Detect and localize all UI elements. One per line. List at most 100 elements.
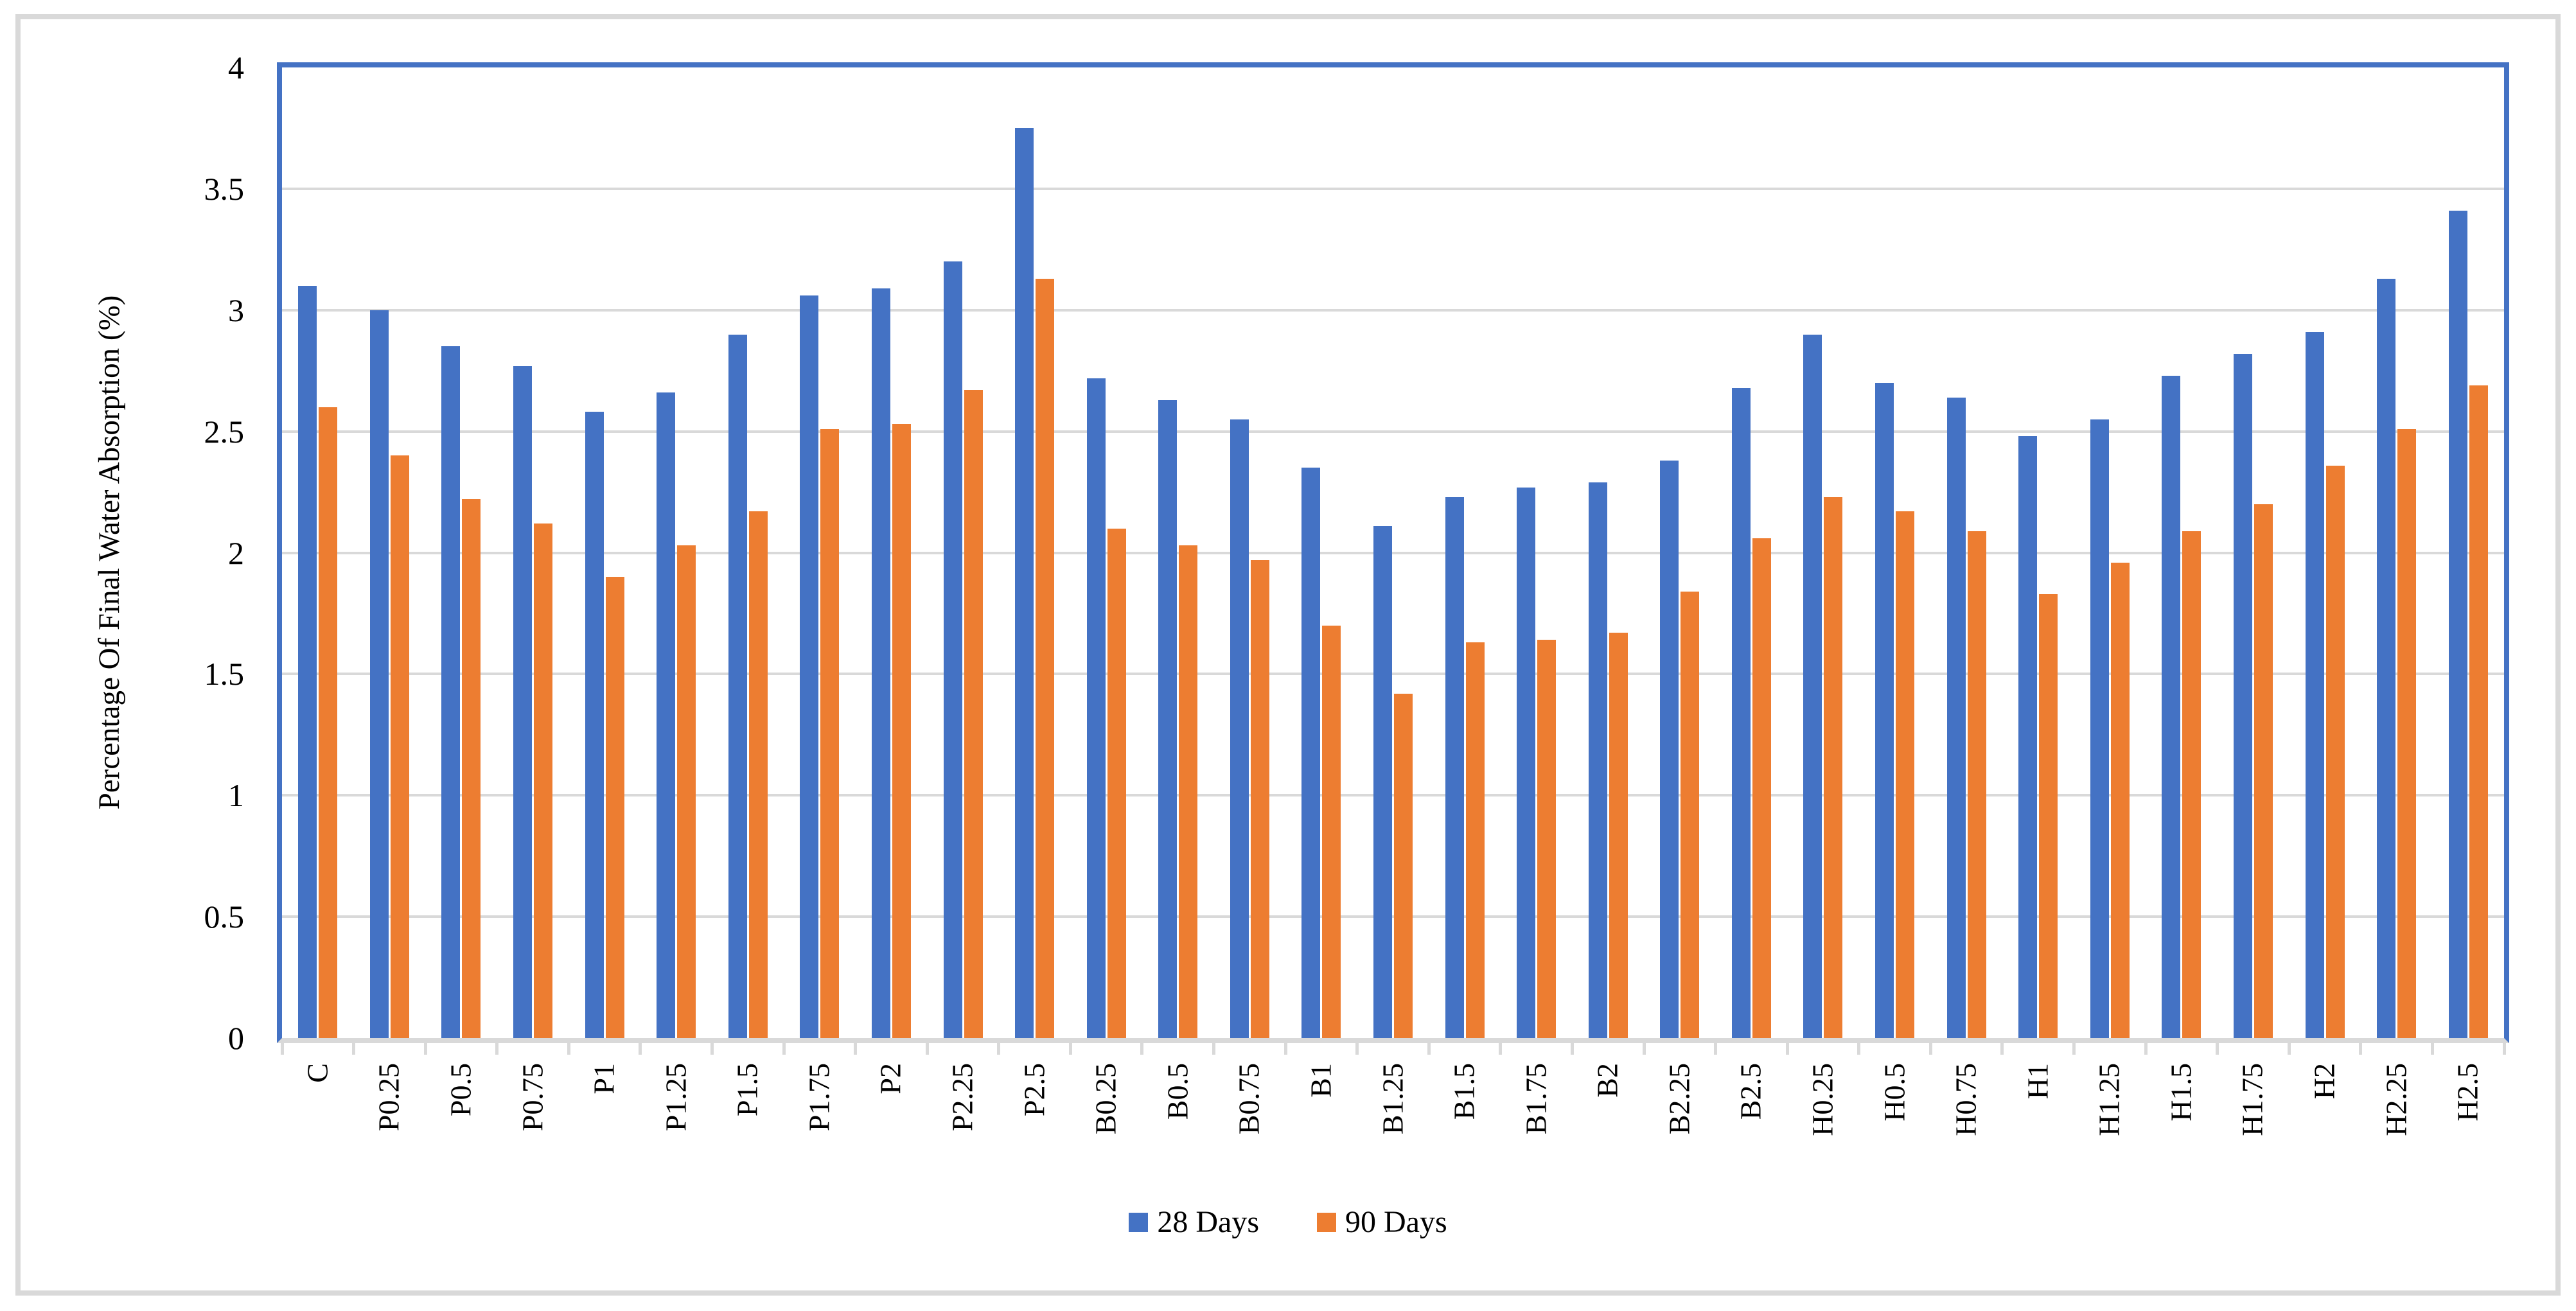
x-axis-tick xyxy=(423,1043,427,1055)
bar-28-days xyxy=(657,392,676,1038)
bar-90-days xyxy=(319,407,338,1038)
x-axis-tick xyxy=(639,1043,642,1055)
x-axis-tick xyxy=(854,1043,858,1055)
y-axis-tick-label: 0.5 xyxy=(204,899,245,935)
x-axis-tick-label: P2.5 xyxy=(1018,1063,1051,1117)
bar-28-days xyxy=(2162,375,2181,1038)
x-axis-tick-label: H0.25 xyxy=(1806,1063,1839,1136)
y-axis-tick-label: 2 xyxy=(228,534,244,571)
bar-28-days xyxy=(1588,482,1607,1038)
x-axis-tick-label: P1.5 xyxy=(730,1063,764,1117)
x-axis-tick-label: B1.5 xyxy=(1447,1063,1481,1120)
x-axis-tick-label: P1.25 xyxy=(659,1063,693,1132)
bar-28-days xyxy=(513,365,533,1038)
x-axis-tick xyxy=(2072,1043,2076,1055)
bar-28-days xyxy=(1803,334,1822,1038)
bar-28-days xyxy=(1946,397,1966,1038)
x-axis-tick-label: B0.75 xyxy=(1232,1063,1266,1135)
x-axis-tick xyxy=(710,1043,714,1055)
bar-90-days xyxy=(1322,625,1341,1038)
bar-28-days xyxy=(1445,497,1464,1038)
x-axis-tick xyxy=(352,1043,356,1055)
x-axis-tick-label: B1 xyxy=(1304,1063,1337,1098)
chart-outer-frame xyxy=(15,14,2561,1296)
bar-90-days xyxy=(677,545,696,1038)
bar-90-days xyxy=(2469,385,2488,1038)
x-axis-tick xyxy=(2144,1043,2148,1055)
bar-28-days xyxy=(1660,460,1679,1038)
y-axis-tick-label: 1 xyxy=(228,777,244,814)
x-axis-tick-label: H2.5 xyxy=(2451,1063,2484,1122)
x-axis-tick-label: H1.75 xyxy=(2236,1063,2270,1136)
bar-90-days xyxy=(1609,633,1628,1038)
plot-area xyxy=(277,62,2509,1043)
x-axis-tick xyxy=(2359,1043,2363,1055)
legend-item-28-days: 28 Days xyxy=(1129,1207,1259,1238)
x-axis-tick xyxy=(2502,1043,2506,1055)
bar-28-days xyxy=(2305,331,2324,1038)
bar-28-days xyxy=(943,261,962,1038)
x-axis-tick-label: P1.75 xyxy=(802,1063,836,1132)
x-axis-tick-label: B1.25 xyxy=(1376,1063,1409,1135)
x-axis-tick xyxy=(1642,1043,1646,1055)
bar-90-days xyxy=(1107,528,1126,1038)
bar-90-days xyxy=(892,424,911,1038)
bar-90-days xyxy=(1967,531,1986,1038)
x-axis-tick-label: P0.5 xyxy=(444,1063,477,1117)
x-axis-tick-label: H1.5 xyxy=(2164,1063,2198,1122)
bar-28-days xyxy=(2018,436,2038,1038)
x-axis-tick xyxy=(2287,1043,2291,1055)
x-axis-tick xyxy=(782,1043,786,1055)
bar-28-days xyxy=(369,310,389,1038)
bar-90-days xyxy=(748,511,768,1038)
gridline xyxy=(282,794,2504,797)
x-axis-tick xyxy=(2216,1043,2219,1055)
x-axis-tick-label: P0.75 xyxy=(516,1063,549,1132)
bar-28-days xyxy=(441,346,461,1038)
bar-90-days xyxy=(2182,531,2201,1038)
x-axis-tick-label: H2.25 xyxy=(2379,1063,2413,1136)
x-axis-tick-label: P2 xyxy=(874,1063,907,1095)
bar-90-days xyxy=(2039,594,2058,1038)
bar-28-days xyxy=(1731,387,1751,1038)
bar-90-days xyxy=(2254,504,2273,1038)
x-axis-tick xyxy=(1928,1043,1932,1055)
x-axis-tick-label: B2.25 xyxy=(1663,1063,1696,1135)
bar-90-days xyxy=(1179,545,1198,1038)
x-axis-tick xyxy=(1140,1043,1144,1055)
bar-90-days xyxy=(1036,278,1055,1038)
x-axis-tick-label: C xyxy=(301,1063,334,1083)
bar-90-days xyxy=(1824,497,1843,1038)
x-axis-tick xyxy=(997,1043,1001,1055)
bar-90-days xyxy=(2325,465,2345,1038)
x-axis-tick-label: P1 xyxy=(587,1063,621,1095)
x-axis-tick xyxy=(1355,1043,1359,1055)
bar-90-days xyxy=(2397,428,2417,1038)
bar-28-days xyxy=(298,285,317,1038)
bar-90-days xyxy=(1250,559,1269,1038)
bar-90-days xyxy=(1394,693,1413,1038)
bar-28-days xyxy=(1373,525,1392,1038)
legend: 28 Days 90 Days xyxy=(0,1200,2576,1245)
x-axis-tick xyxy=(2430,1043,2434,1055)
x-axis-tick-label: B1.75 xyxy=(1519,1063,1553,1135)
x-axis-tick-label: P2.25 xyxy=(946,1063,979,1132)
y-axis-tick-label: 4 xyxy=(228,49,244,85)
y-axis-tick-label: 1.5 xyxy=(204,656,245,692)
bar-90-days xyxy=(964,390,983,1038)
legend-item-90-days: 90 Days xyxy=(1317,1207,1447,1238)
x-axis-tick xyxy=(1212,1043,1216,1055)
bar-28-days xyxy=(2377,278,2396,1038)
y-axis-tick-label: 3 xyxy=(228,292,244,328)
bar-90-days xyxy=(605,577,624,1038)
x-axis-tick-label: B2.5 xyxy=(1734,1063,1767,1120)
x-axis-tick xyxy=(1068,1043,1072,1055)
bar-90-days xyxy=(1465,642,1485,1038)
legend-label-90-days: 90 Days xyxy=(1345,1205,1447,1239)
gridline xyxy=(282,308,2504,312)
bar-90-days xyxy=(390,455,409,1038)
bar-28-days xyxy=(2448,210,2467,1038)
x-axis-tick xyxy=(1499,1043,1503,1055)
legend-swatch-90-days xyxy=(1317,1213,1336,1232)
